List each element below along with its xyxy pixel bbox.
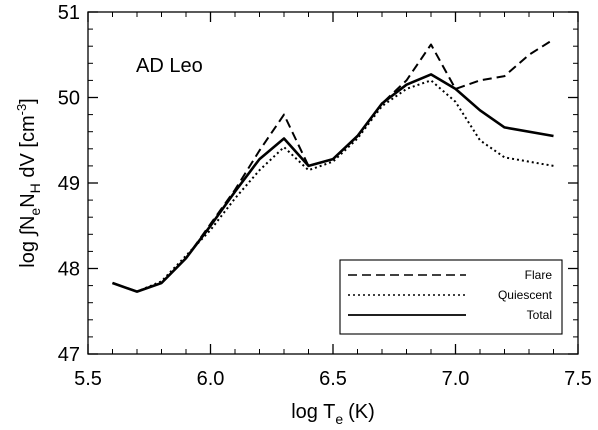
y-axis-label-sup: -3 (14, 104, 29, 116)
x-tick-label: 6.5 (319, 368, 347, 390)
x-tick-label: 6.0 (197, 368, 225, 390)
y-axis-label-sub2: H (27, 183, 43, 193)
x-tick-label: 5.5 (74, 368, 102, 390)
y-axis-label-sub1: e (27, 208, 43, 216)
y-axis-label-mid: N (17, 193, 39, 207)
plot-annotation: AD Leo (136, 55, 203, 77)
series-line-quiescent (112, 79, 554, 293)
x-axis-label-main: log T (291, 401, 335, 423)
y-axis-label-close: ] (17, 98, 39, 104)
x-axis-label-sub: e (335, 411, 343, 427)
x-tick-label: 7.5 (564, 368, 592, 390)
y-tick-label: 48 (58, 259, 80, 281)
x-axis-label: log Te (K) (291, 401, 375, 427)
ticks-layer: 5.5 6.0 6.5 7.0 7.5 47 48 49 50 51 (58, 2, 592, 390)
y-tick-label: 49 (58, 173, 80, 195)
series-line-total (112, 73, 554, 293)
series-layer (112, 38, 555, 293)
series-line-flare (112, 38, 555, 293)
legend-box (339, 259, 563, 335)
y-axis-label-dv: dV [cm (17, 115, 39, 183)
legend-label-quiescent: Quiescent (498, 288, 553, 302)
legend: Flare Quiescent Total (339, 259, 563, 335)
x-axis-label-units: (K) (348, 401, 375, 423)
x-tick-label: 7.0 (442, 368, 470, 390)
y-axis-label-prefix: log ∫N (17, 216, 39, 268)
y-tick-label: 50 (58, 88, 80, 110)
y-tick-label: 47 (58, 344, 80, 366)
y-tick-label: 51 (58, 2, 80, 24)
legend-label-flare: Flare (525, 268, 553, 282)
y-axis-label: log ∫NeNH dV [cm-3] (14, 98, 43, 267)
legend-label-total: Total (527, 308, 552, 322)
